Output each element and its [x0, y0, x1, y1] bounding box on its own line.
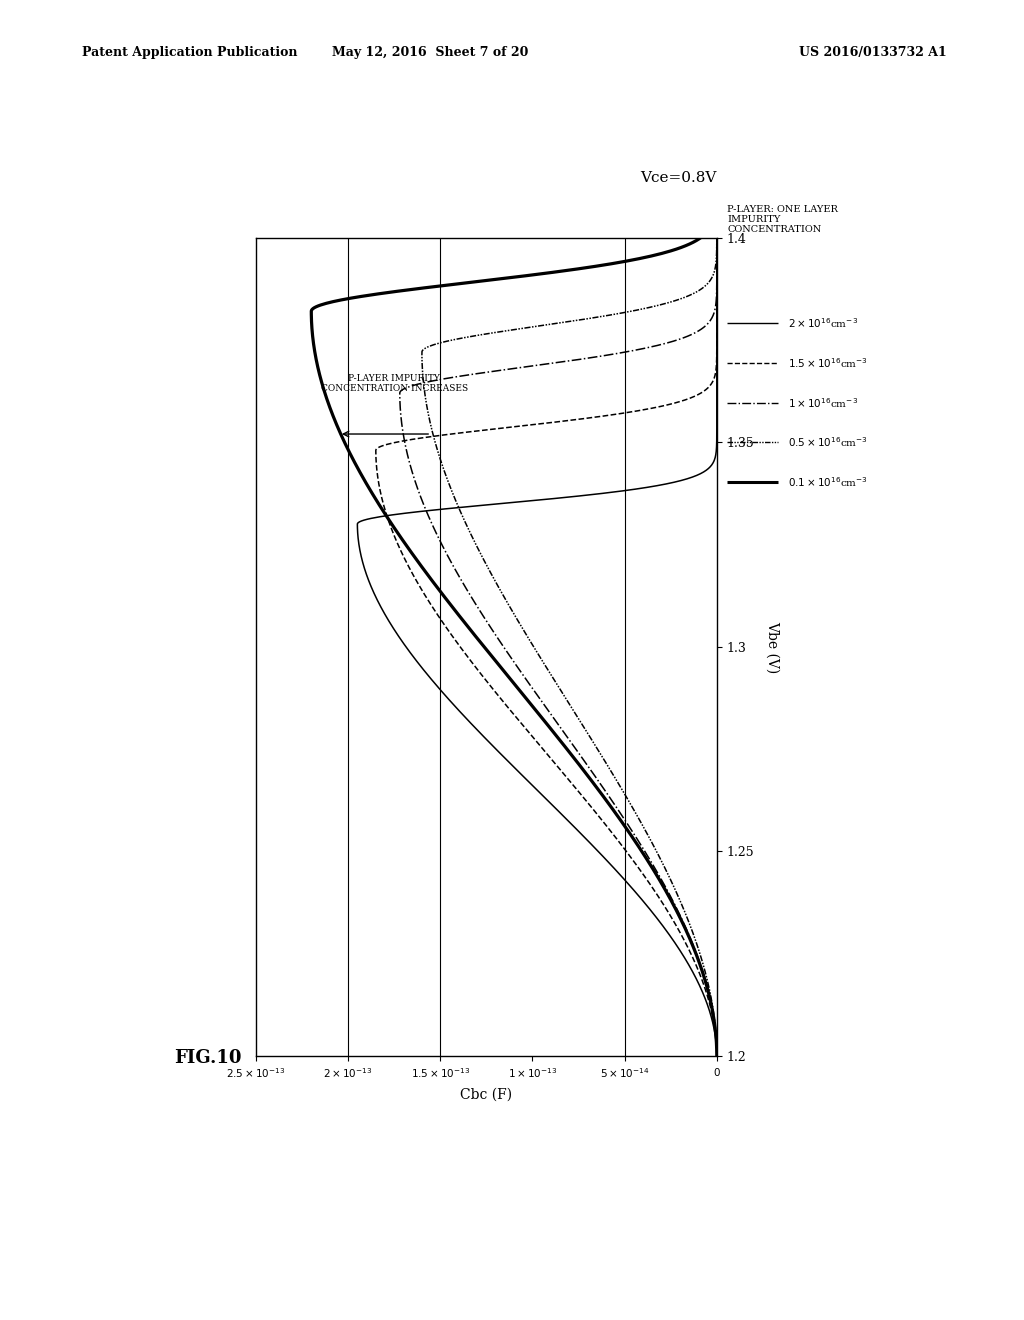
Text: US 2016/0133732 A1: US 2016/0133732 A1 — [799, 46, 946, 59]
Text: FIG.10: FIG.10 — [174, 1048, 242, 1067]
Y-axis label: Vbe (V): Vbe (V) — [765, 620, 779, 673]
Text: May 12, 2016  Sheet 7 of 20: May 12, 2016 Sheet 7 of 20 — [332, 46, 528, 59]
X-axis label: Cbc (F): Cbc (F) — [461, 1088, 512, 1102]
Text: $0.1\times10^{16}$cm$^{-3}$: $0.1\times10^{16}$cm$^{-3}$ — [788, 475, 868, 488]
Text: $1.5\times10^{16}$cm$^{-3}$: $1.5\times10^{16}$cm$^{-3}$ — [788, 356, 868, 370]
Text: $1\times10^{16}$cm$^{-3}$: $1\times10^{16}$cm$^{-3}$ — [788, 396, 858, 409]
Text: Patent Application Publication: Patent Application Publication — [82, 46, 297, 59]
Text: P-LAYER IMPURITY
CONCENTRATION INCREASES: P-LAYER IMPURITY CONCENTRATION INCREASES — [321, 374, 468, 393]
Text: $0.5\times10^{16}$cm$^{-3}$: $0.5\times10^{16}$cm$^{-3}$ — [788, 436, 868, 449]
Text: $2\times10^{16}$cm$^{-3}$: $2\times10^{16}$cm$^{-3}$ — [788, 317, 858, 330]
Text: P-LAYER: ONE LAYER
IMPURITY
CONCENTRATION: P-LAYER: ONE LAYER IMPURITY CONCENTRATIO… — [727, 205, 838, 235]
Text: Vce=0.8V: Vce=0.8V — [640, 172, 717, 185]
